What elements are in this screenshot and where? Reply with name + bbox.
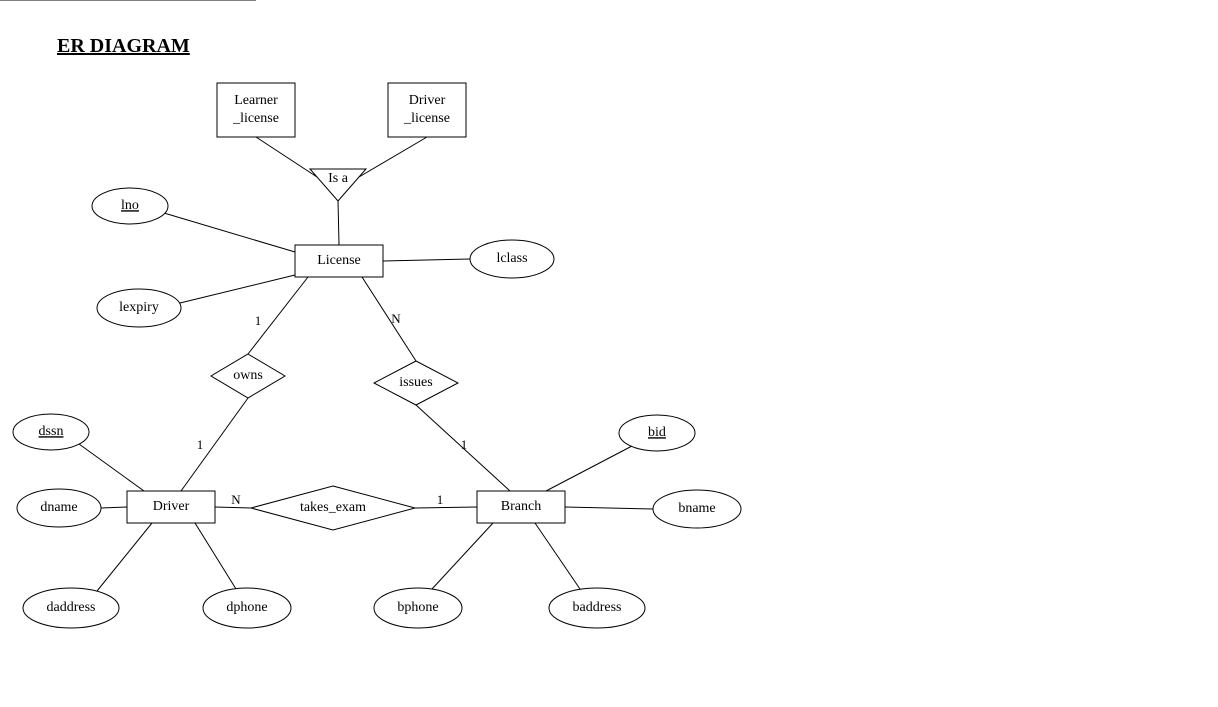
cardinality-0: 1 <box>255 313 262 328</box>
lexpiry-label: lexpiry <box>119 300 159 315</box>
edge-lclass-license <box>383 259 470 261</box>
node-lclass: lclass <box>470 240 554 278</box>
cardinality-3: 1 <box>461 437 468 452</box>
node-driver: Driver <box>127 491 215 523</box>
node-dphone: dphone <box>203 588 291 628</box>
edge-lno-license <box>164 213 295 252</box>
edge-bname-branch <box>565 507 653 509</box>
bid-label: bid <box>648 425 666 440</box>
issues-label: issues <box>399 375 432 390</box>
edge-dssn-driver <box>79 444 144 491</box>
nodes-layer: Learner _license Driver _license Is a License… <box>13 83 741 628</box>
edge-dphone-driver <box>195 523 236 589</box>
er-diagram-canvas: Learner _license Driver _license Is a License… <box>0 0 1218 707</box>
license-label: License <box>317 253 361 268</box>
edge-takes_exam-branch <box>415 507 477 508</box>
edge-daddress-driver <box>97 523 152 591</box>
cardinality-layer: 1 N 1 1 N 1 <box>197 311 468 507</box>
edge-driver_license-is_a <box>359 137 427 177</box>
node-dname: dname <box>17 489 101 527</box>
node-issues: issues <box>374 361 458 405</box>
branch-label: Branch <box>501 499 541 514</box>
edge-driver-takes_exam <box>215 507 251 508</box>
edge-bid-branch <box>546 446 632 491</box>
edge-bphone-branch <box>432 523 493 589</box>
node-branch: Branch <box>477 491 565 523</box>
cardinality-1: N <box>391 311 401 326</box>
node-bid: bid <box>619 415 695 451</box>
edge-learner_license-is_a <box>256 137 317 177</box>
driver-label: Driver <box>153 499 190 514</box>
learner_license-rect <box>217 83 295 137</box>
dname-label: dname <box>40 500 77 515</box>
node-daddress: daddress <box>23 588 119 628</box>
daddress-label: daddress <box>47 600 96 615</box>
node-lexpiry: lexpiry <box>97 289 181 327</box>
node-owns: owns <box>211 354 285 398</box>
node-license: License <box>295 245 383 277</box>
node-bname: bname <box>653 490 741 528</box>
node-bphone: bphone <box>374 588 462 628</box>
edge-lexpiry-license <box>180 275 295 303</box>
dphone-label: dphone <box>226 600 267 615</box>
edge-baddress-branch <box>535 523 580 589</box>
baddress-label: baddress <box>573 600 622 615</box>
lno-label: lno <box>121 198 139 213</box>
edge-is_a-license <box>338 200 339 245</box>
owns-label: owns <box>233 368 263 383</box>
driver_license-label-line-1: _license <box>403 111 450 126</box>
node-is_a: Is a <box>310 169 366 201</box>
node-baddress: baddress <box>549 588 645 628</box>
learner_license-label-line-1: _license <box>232 111 279 126</box>
edge-license-issues <box>362 277 416 361</box>
learner_license-label-line-0: Learner <box>234 93 278 108</box>
node-driver_license: Driver _license <box>388 83 466 137</box>
node-dssn: dssn <box>13 414 89 450</box>
cardinality-5: 1 <box>437 492 444 507</box>
driver_license-label-line-0: Driver <box>409 93 446 108</box>
takes_exam-label: takes_exam <box>300 500 366 515</box>
is_a-label: Is a <box>328 171 349 186</box>
node-takes_exam: takes_exam <box>251 486 415 530</box>
bname-label: bname <box>678 501 715 516</box>
driver_license-rect <box>388 83 466 137</box>
edge-owns-driver <box>181 398 248 491</box>
lclass-label: lclass <box>496 251 527 266</box>
cardinality-2: 1 <box>197 437 204 452</box>
node-learner_license: Learner _license <box>217 83 295 137</box>
bphone-label: bphone <box>397 600 438 615</box>
node-lno: lno <box>92 188 168 224</box>
edge-dname-driver <box>101 507 127 508</box>
dssn-label: dssn <box>39 424 64 439</box>
cardinality-4: N <box>231 492 241 507</box>
